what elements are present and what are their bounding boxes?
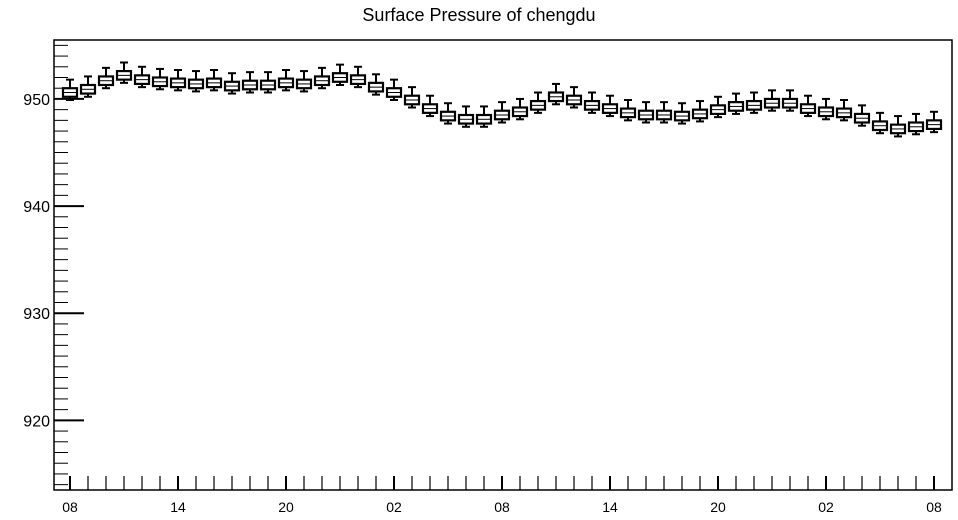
box-plot (709, 95, 727, 119)
x-tick-label: 14 (170, 499, 186, 515)
box-plot (475, 105, 493, 128)
box-plot (925, 110, 943, 134)
x-tick-label: 08 (926, 499, 942, 515)
box-plot (439, 102, 457, 125)
box-plot (133, 65, 151, 89)
box-series (61, 61, 943, 138)
box-plot (205, 69, 223, 92)
box-plot (745, 91, 763, 114)
box-plot (349, 65, 367, 89)
box-plot (511, 97, 529, 121)
box-plot (565, 86, 583, 109)
box-plot (313, 66, 331, 90)
box-plot (907, 112, 925, 136)
x-tick-label: 14 (602, 499, 618, 515)
box-plot (601, 94, 619, 118)
y-tick-label: 920 (23, 413, 50, 430)
y-tick-label: 950 (23, 92, 50, 109)
box-plot (187, 70, 205, 93)
box-plot (583, 91, 601, 114)
box-plot (367, 73, 385, 96)
y-tick-label: 940 (23, 199, 50, 216)
box-plot (547, 82, 565, 106)
box-plot (97, 66, 115, 90)
box-plot (691, 100, 709, 123)
box-plot (259, 71, 277, 94)
box-plot (169, 69, 187, 92)
box-plot (493, 101, 511, 124)
box-plot (763, 89, 781, 112)
box-plot (529, 91, 547, 114)
x-tick-label: 02 (818, 499, 834, 515)
box-plot (817, 97, 835, 121)
box-plot (277, 69, 295, 92)
box-plot (781, 89, 799, 112)
box-plot (115, 61, 133, 84)
y-axis: 920 930 940 950 (23, 44, 84, 486)
box-plot (727, 92, 745, 115)
box-plot (421, 94, 439, 118)
x-tick-label: 02 (386, 499, 402, 515)
box-plot (241, 71, 259, 94)
box-plot (151, 67, 169, 91)
box-plot (385, 78, 403, 101)
x-axis: 08 14 20 02 08 14 20 02 08 (62, 476, 942, 515)
y-tick-label: 930 (23, 306, 50, 323)
box-plot (619, 99, 637, 122)
x-tick-label: 20 (710, 499, 726, 515)
box-plot (79, 75, 97, 98)
box-plot (403, 86, 421, 109)
box-plot (457, 105, 475, 128)
x-tick-label: 08 (494, 499, 510, 515)
box-plot (637, 101, 655, 124)
x-tick-label: 08 (62, 499, 78, 515)
box-plot (835, 99, 853, 122)
x-tick-label: 20 (278, 499, 294, 515)
box-plot (295, 70, 313, 93)
box-plot (853, 104, 871, 127)
box-plot (889, 115, 907, 138)
box-plot (331, 63, 349, 86)
box-plot (655, 101, 673, 124)
chart-title: Surface Pressure of chengdu (362, 5, 596, 25)
box-plot (673, 102, 691, 125)
box-plot (61, 78, 79, 101)
box-plot (871, 111, 889, 135)
box-plot (799, 94, 817, 118)
box-plot (223, 72, 241, 95)
